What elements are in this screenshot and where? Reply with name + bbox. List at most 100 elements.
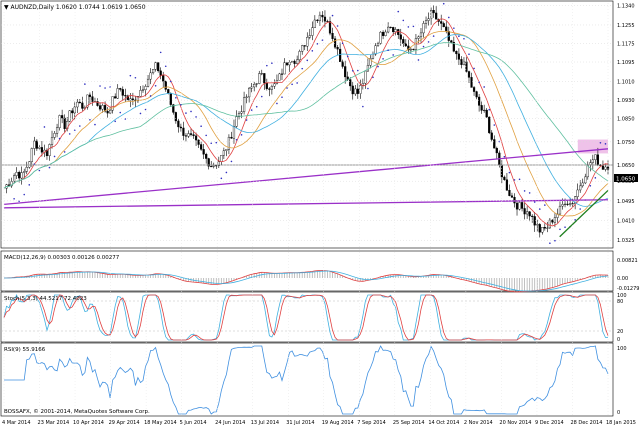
candle-body (217, 161, 220, 166)
rsi-label: RSI(9) 55.9166 (4, 347, 46, 353)
sar-dot (281, 96, 283, 98)
time-tick-label: 9 Dec 2014 (535, 420, 564, 426)
candle-body (20, 172, 23, 179)
current-price-tag (614, 174, 638, 182)
candle-body (265, 82, 268, 89)
candle-body (88, 94, 92, 97)
candle-body (596, 154, 599, 166)
sar-dot (240, 134, 243, 136)
candle-body (311, 27, 314, 36)
rsi-line (4, 345, 609, 415)
candle-body (591, 159, 594, 163)
sar-dot (99, 85, 101, 87)
price-layer (1, 2, 613, 244)
candle-body (33, 140, 36, 149)
macd-line (3, 269, 609, 293)
candle-body (73, 106, 76, 114)
candle-body (333, 38, 337, 48)
sar-dot (119, 111, 122, 114)
sar-dot (230, 160, 233, 163)
candle-body (561, 204, 564, 207)
time-tick-label: 14 Oct 2014 (428, 420, 459, 426)
candle-body (601, 165, 605, 170)
candle-body (523, 208, 526, 215)
candle-body (152, 69, 155, 74)
candle-body (55, 127, 59, 134)
candle-body (280, 73, 284, 75)
candle-body (566, 203, 569, 205)
candle-body (45, 149, 49, 157)
sar-dot (185, 112, 187, 114)
time-tick-label: 28 Dec 2014 (570, 420, 602, 426)
time-tick-label: 23 Mar 2014 (38, 420, 70, 426)
candle-body (455, 51, 458, 55)
candle-body (548, 219, 551, 229)
time-tick-label: 24 Jun 2014 (215, 420, 245, 426)
candle-body (205, 154, 208, 159)
candle-body (341, 61, 344, 67)
sar-dot (266, 64, 268, 67)
sar-dot (518, 178, 521, 181)
price-tick-label: 1.1255 (617, 23, 635, 29)
trendline (3, 199, 609, 209)
candle-body (18, 172, 21, 179)
sar-dot (458, 35, 460, 38)
candle-body (551, 219, 554, 223)
price-tick-label: 1.0930 (617, 98, 635, 104)
candle-body (194, 135, 198, 141)
sar-dot (331, 14, 334, 17)
candle-body (483, 109, 486, 111)
candle-body (488, 116, 491, 134)
candle-body (121, 89, 124, 96)
candle-body (40, 147, 44, 153)
candle-body (78, 101, 81, 104)
candle-body (475, 91, 478, 98)
candle-body (336, 47, 339, 50)
sar-dot (357, 69, 359, 72)
candle-body (399, 34, 402, 40)
candle-body (179, 126, 183, 129)
candle-body (81, 102, 84, 109)
candle-body (356, 88, 359, 94)
candle-body (192, 134, 195, 137)
candle-body (349, 79, 352, 87)
candle-body (250, 86, 253, 89)
sar-dot (255, 105, 258, 108)
price-tick-label: 1.1340 (617, 3, 635, 9)
candle-body (182, 127, 185, 136)
candle-body (376, 43, 380, 46)
current-price-text: 1.0650 (616, 177, 636, 183)
macd-signal-line (4, 270, 609, 292)
candle-body (207, 158, 210, 167)
sar-dot (169, 80, 172, 83)
time-tick-label: 19 Aug 2014 (322, 420, 354, 426)
sar-dot (124, 118, 127, 120)
candle-body (303, 45, 306, 47)
candle-body (328, 21, 332, 34)
sar-dot (260, 95, 263, 98)
candle-body (503, 176, 506, 180)
candle-body (515, 202, 519, 210)
candle-body (114, 96, 117, 99)
candle-body (273, 83, 276, 87)
sar-dot (220, 177, 223, 180)
sar-dot (528, 192, 531, 194)
candle-body (318, 14, 321, 21)
candle-body (546, 227, 549, 229)
candle-body (23, 171, 26, 173)
candle-body (508, 190, 511, 196)
candle-body (86, 94, 89, 108)
sar-dot (271, 62, 273, 64)
candle-body (526, 211, 529, 215)
candle-body (440, 21, 443, 24)
candle-body (553, 217, 557, 223)
candle-body (245, 96, 248, 98)
candle-body (419, 32, 423, 38)
sar-dot (149, 95, 152, 97)
candle-body (98, 105, 102, 110)
sar-dot (296, 82, 298, 84)
sar-dot (579, 208, 582, 210)
rsi-tick-label: 100 (617, 346, 627, 352)
stoch-d-line (3, 294, 609, 341)
candle-body (450, 40, 453, 43)
